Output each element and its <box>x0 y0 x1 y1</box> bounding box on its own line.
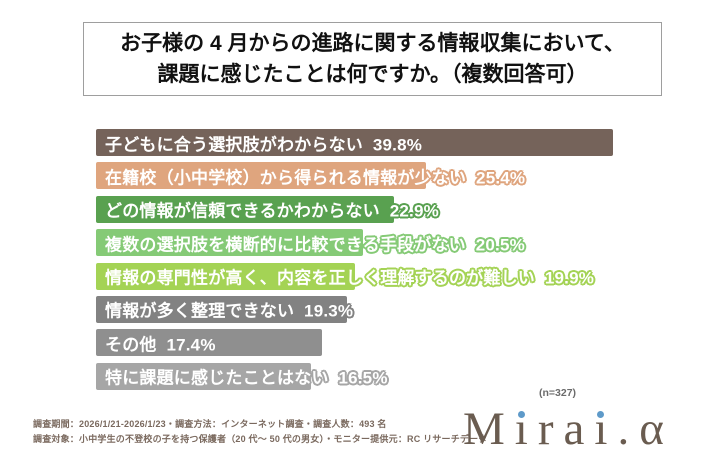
logo-letter: r <box>537 403 554 455</box>
bar <box>96 362 311 390</box>
bar-row: 情報の専門性が高く、内容を正しく理解するのが難しい 19.9% <box>96 262 696 290</box>
bar-row: その他 17.4% <box>96 329 696 357</box>
bar <box>96 329 323 357</box>
logo-i-dot <box>597 411 605 418</box>
bar <box>96 295 347 323</box>
bar-label: 子どもに合う選択肢がわからない 39.8% <box>105 135 423 154</box>
bar-label: その他 17.4% <box>105 335 216 355</box>
bar-row: 子どもに合う選択肢がわからない 39.8% <box>96 129 696 156</box>
logo-i-dot <box>517 411 525 418</box>
sample-size-note: (n=327) <box>539 387 577 399</box>
logo-letter: a <box>563 403 585 455</box>
bar-row: 複数の選択肢を横断的に比較できる手段がない 20.5% <box>96 229 696 257</box>
bar-row: 在籍校（小中学校）から得られる情報が少ない 25.4% <box>96 162 696 190</box>
survey-notes: 調査期間：2026/1/21-2026/1/23・調査方法：インターネット調査・… <box>33 417 488 447</box>
bar-label: どの情報が信頼できるかわからない 22.9% <box>105 201 439 221</box>
title-line-2: 課題に感じたことは何ですか。（複数回答可） <box>157 63 588 86</box>
bar <box>96 162 427 190</box>
bar-chart: 子どもに合う選択肢がわからない 39.8% 在籍校（小中学校）から得られる情報が少… <box>96 129 696 396</box>
bar-label: 情報の専門性が高く、内容を正しく理解するのが難しい 19.9% <box>105 268 595 288</box>
survey-note-line-1: 調査期間：2026/1/21-2026/1/23・調査方法：インターネット調査・… <box>33 419 387 429</box>
bar-label: 特に課題に感じたことはない 16.5% <box>105 368 388 388</box>
survey-note-line-2: 調査対象：小中学生の不登校の子を持つ保護者（20 代〜 50 代の男女）・モニタ… <box>33 434 488 444</box>
bar <box>96 129 614 156</box>
logo-letter: α <box>639 403 664 455</box>
bar-label: 複数の選択肢を横断的に比較できる手段がない 20.5% <box>105 235 525 255</box>
title-line-1: お子様の 4 月からの進路に関する情報収集において、 <box>120 32 625 55</box>
bar-row: どの情報が信頼できるかわからない 22.9% <box>96 195 696 223</box>
bar-row: 情報が多く整理できない 19.3% <box>96 295 696 323</box>
logo-letter: . <box>617 403 630 455</box>
logo-letter-i: ı <box>514 403 528 455</box>
bar <box>96 229 363 257</box>
title-box: お子様の 4 月からの進路に関する情報収集において、 課題に感じたことは何ですか… <box>83 22 662 96</box>
bar-label: 情報が多く整理できない 19.3% <box>105 301 354 321</box>
logo-letter-i: ı <box>594 403 608 455</box>
bar <box>96 262 355 290</box>
logo-letter: M <box>463 403 505 455</box>
bar <box>96 195 394 223</box>
bar-label: 在籍校（小中学校）から得られる情報が少ない 25.4% <box>105 168 526 188</box>
bar-row: 特に課題に感じたことはない 16.5% <box>96 362 696 390</box>
